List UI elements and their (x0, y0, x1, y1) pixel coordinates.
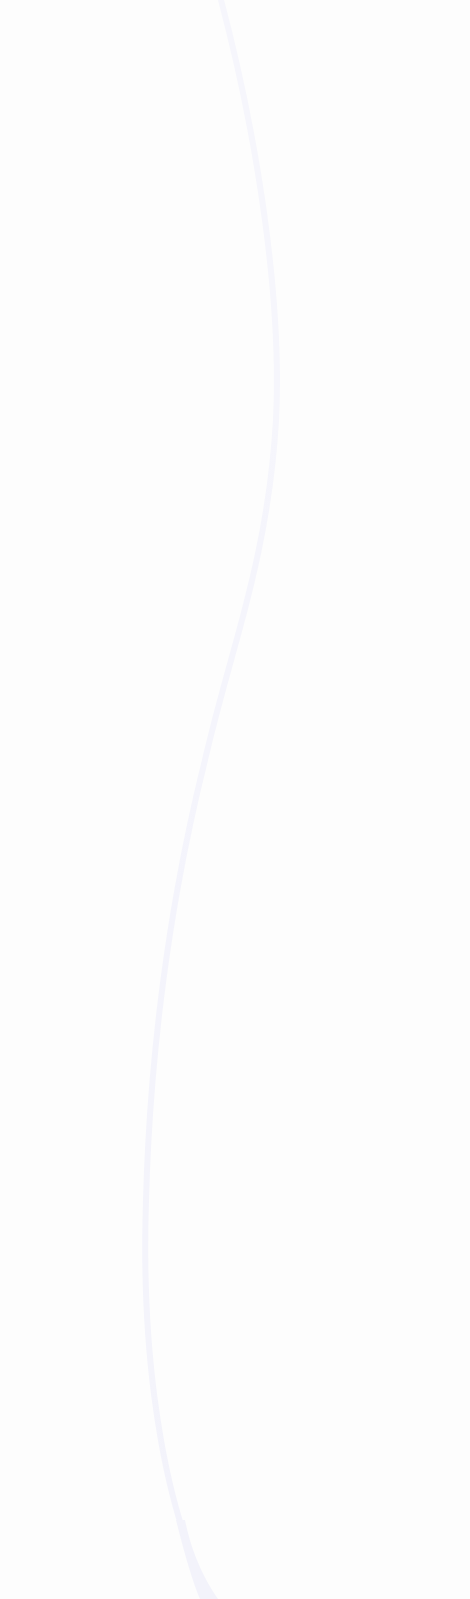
curve-tail-thick (176, 1520, 218, 1599)
curve-path (142, 0, 280, 1599)
